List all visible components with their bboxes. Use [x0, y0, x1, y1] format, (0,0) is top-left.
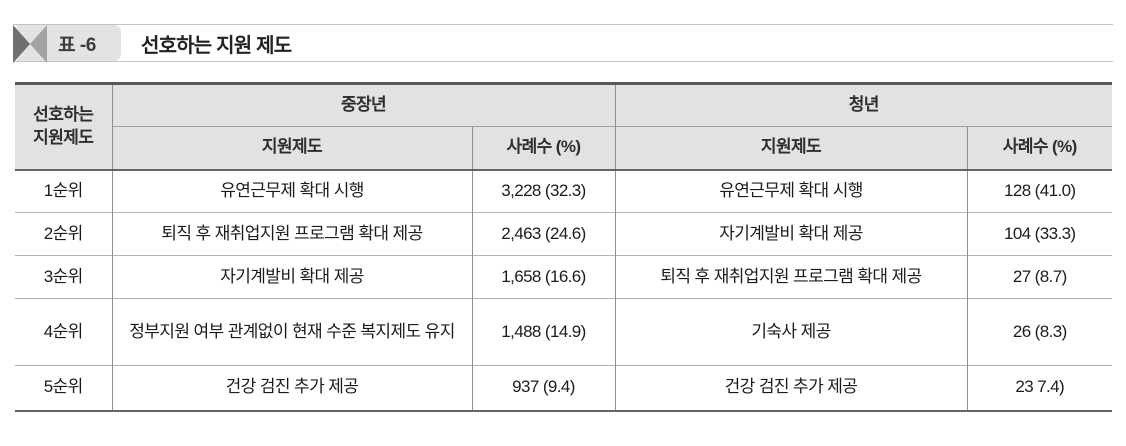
header-mid-cases: 사례수 (%) [471, 126, 615, 170]
mid-system-cell: 유연근무제 확대 시행 [111, 169, 472, 213]
table-header: 선호하는 지원제도 중장년 청년 지원제도 사례수 (%) 지원제도 사례수 (… [15, 83, 1112, 170]
youth-system-cell: 자기계발비 확대 제공 [614, 212, 967, 256]
rank-cell: 4순위 [15, 298, 112, 366]
mid-system-cell: 정부지원 여부 관계없이 현재 수준 복지제도 유지 [111, 298, 472, 366]
table-title: 선호하는 지원 제도 [141, 34, 292, 57]
rank-cell: 2순위 [15, 212, 112, 256]
header-group-youth: 청년 [614, 83, 1112, 127]
table-row: 2순위 퇴직 후 재취업지원 프로그램 확대 제공 2,463 (24.6) 자… [15, 212, 1112, 256]
header-rank-line2: 지원제도 [33, 127, 94, 147]
mid-cases-cell: 1,488 (14.9) [471, 298, 615, 366]
table-row: 3순위 자기계발비 확대 제공 1,658 (16.6) 퇴직 후 재취업지원 … [15, 255, 1112, 299]
youth-system-cell: 건강 검진 추가 제공 [614, 365, 967, 411]
youth-cases-cell: 26 (8.3) [966, 298, 1112, 366]
header-youth-system: 지원제도 [614, 126, 967, 170]
youth-system-cell: 유연근무제 확대 시행 [614, 169, 967, 213]
rank-cell: 1순위 [43, 180, 84, 200]
rank-cell: 3순위 [15, 255, 112, 299]
header-youth-cases: 사례수 (%) [966, 126, 1112, 170]
rank-cell: 5순위 [15, 365, 112, 411]
youth-cases-cell: 23 7.4) [966, 365, 1112, 411]
preferred-support-table: 선호하는 지원제도 중장년 청년 지원제도 사례수 (%) 지원제도 사례수 (… [15, 82, 1112, 412]
header-rank: 선호하는 지원제도 [15, 83, 112, 170]
mid-system-cell: 자기계발비 확대 제공 [111, 255, 472, 299]
youth-system-cell: 퇴직 후 재취업지원 프로그램 확대 제공 [614, 255, 967, 299]
table-row: 5순위 건강 검진 추가 제공 937 (9.4) 건강 검진 추가 제공 23… [15, 365, 1112, 411]
table-row: 4순위 정부지원 여부 관계없이 현재 수준 복지제도 유지 1,488 (14… [15, 298, 1112, 366]
mid-cases-cell: 1,658 (16.6) [471, 255, 615, 299]
mid-cases-cell: 2,463 (24.6) [471, 212, 615, 256]
mid-cases-cell: 3,228 (32.3) [471, 169, 615, 213]
mid-system-cell: 건강 검진 추가 제공 [111, 365, 472, 411]
youth-system-cell: 기숙사 제공 [614, 298, 967, 366]
table-number-label: 표 -6 [58, 34, 96, 56]
youth-cases-cell: 104 (33.3) [966, 212, 1112, 256]
header-rank-line1: 선호하는 [33, 104, 94, 124]
table-body: 1순위 유연근무제 확대 시행 3,228 (32.3) 유연근무제 확대 시행… [15, 169, 1112, 411]
header-group-row: 선호하는 지원제도 중장년 청년 [15, 83, 1112, 170]
youth-cases-cell: 128 (41.0) [966, 169, 1112, 213]
mid-system-cell: 퇴직 후 재취업지원 프로그램 확대 제공 [111, 212, 472, 256]
youth-cases-cell: 27 (8.7) [966, 255, 1112, 299]
header-group-middle-aged: 중장년 [111, 83, 615, 127]
mid-cases-cell: 937 (9.4) [471, 365, 615, 411]
header-sub-row: 지원제도 사례수 (%) 지원제도 사례수 (%) [15, 126, 1112, 170]
ribbon-fold-icon [13, 25, 47, 63]
table-row: 1순위 유연근무제 확대 시행 3,228 (32.3) 유연근무제 확대 시행… [15, 169, 1112, 213]
header-mid-system: 지원제도 [111, 126, 472, 170]
table-caption-band: 표 -6 선호하는 지원 제도 [13, 24, 1113, 63]
